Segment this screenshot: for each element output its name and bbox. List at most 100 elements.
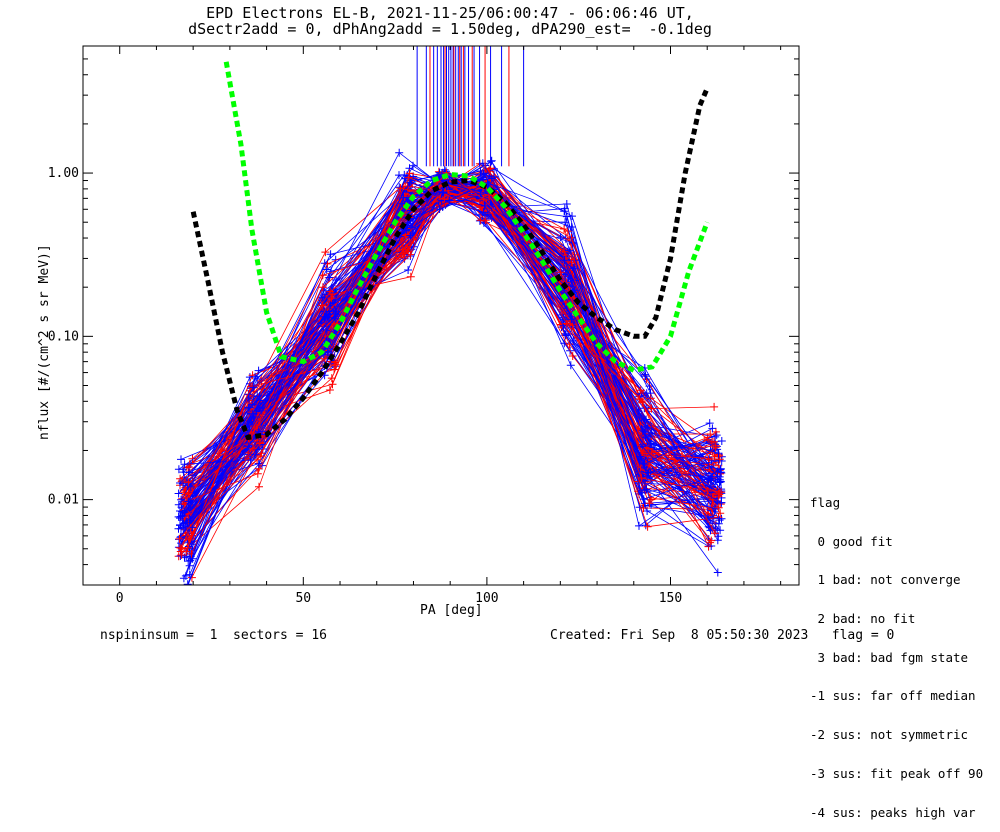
trace-point-marker [714, 503, 723, 512]
x-tick-label: 150 [659, 591, 682, 606]
trace-point-marker [641, 433, 650, 442]
green-fit-curve [223, 61, 710, 373]
trace-point-marker [556, 268, 565, 277]
trace-point-marker [177, 524, 185, 533]
trace-line [187, 160, 710, 562]
trace-point-marker [255, 439, 264, 448]
trace-point-marker [182, 518, 191, 527]
trace-point-marker [560, 207, 569, 216]
trace-point-marker [562, 319, 571, 328]
trace-point-marker [244, 403, 253, 412]
trace-point-marker [181, 571, 190, 580]
trace-line [186, 183, 720, 498]
trace-point-marker [318, 271, 327, 280]
trace-line [180, 170, 712, 547]
trace-point-marker [244, 442, 253, 451]
trace-point-marker [331, 307, 340, 315]
trace-point-marker [184, 478, 193, 487]
trace-point-marker [714, 490, 723, 498]
trace-point-marker [174, 512, 183, 521]
trace-point-marker [714, 456, 723, 465]
trace-point-marker [715, 516, 724, 525]
trace-point-marker [711, 529, 719, 538]
x-tick-label: 50 [295, 591, 311, 606]
trace-point-marker [707, 536, 716, 545]
trace-point-marker [711, 443, 720, 452]
y-tick-label: 0.10 [48, 329, 79, 344]
trace-point-marker [560, 247, 569, 256]
footer-right-info: Created: Fri Sep 8 05:50:30 2023 flag = … [550, 628, 895, 643]
trace-line [185, 188, 708, 536]
trace-point-marker [567, 315, 576, 324]
footer-left-info: nspininsum = 1 sectors = 16 [100, 628, 327, 643]
trace-point-marker [256, 452, 265, 460]
trace-point-marker [400, 170, 409, 179]
trace-line [187, 187, 711, 543]
trace-point-marker [708, 424, 717, 433]
trace-point-marker [712, 431, 721, 440]
trace-point-marker [405, 169, 414, 178]
legend-title: flag [810, 494, 841, 510]
trace-point-marker [641, 422, 650, 431]
trace-point-marker [705, 419, 714, 428]
trace-point-marker [483, 210, 492, 219]
legend-item: 1 bad: not converge [810, 572, 961, 588]
trace-point-marker [180, 460, 189, 469]
trace-point-marker [716, 464, 725, 473]
trace-line [180, 189, 722, 556]
pitch-angle-chart: 0 50 100 150 0.01 0.10 1.00 [48, 45, 800, 606]
trace-line [192, 169, 709, 536]
trace-point-marker [640, 486, 649, 495]
trace-point-marker [248, 409, 257, 418]
trace-point-marker [706, 538, 715, 547]
trace-point-marker [400, 252, 409, 261]
trace-point-marker [325, 313, 334, 322]
trace-point-marker [635, 521, 643, 530]
trace-point-marker [246, 456, 255, 465]
trace-point-marker [174, 489, 183, 498]
legend-item: -3 sus: fit peak off 90 [810, 765, 984, 781]
trace-point-marker [183, 543, 192, 552]
trace-point-marker [566, 246, 574, 255]
trace-point-marker [642, 485, 651, 494]
trace-point-marker [404, 266, 413, 274]
trace-point-marker [568, 352, 577, 360]
trace-point-marker [480, 201, 489, 210]
trace-point-marker [395, 148, 404, 157]
trace-point-marker [490, 172, 499, 181]
legend-item: -4 sus: peaks high var [810, 804, 976, 820]
trace-point-marker [182, 547, 191, 556]
trace-point-marker [711, 427, 720, 436]
trace-point-marker [255, 482, 263, 491]
trace-point-marker [560, 339, 569, 348]
trace-point-marker [322, 265, 331, 274]
trace-point-marker [637, 474, 646, 482]
trace-point-marker [635, 394, 644, 403]
trace-line [188, 193, 712, 506]
trace-point-marker [479, 195, 488, 204]
trace-point-marker [476, 167, 485, 175]
trace-point-marker [483, 178, 492, 187]
trace-point-marker [326, 250, 335, 259]
trace-point-marker [646, 441, 655, 450]
trace-point-marker [716, 477, 725, 486]
trace-point-marker [188, 546, 197, 555]
trace-point-marker [708, 438, 716, 446]
trace-point-marker [326, 287, 335, 296]
trace-point-marker [567, 258, 576, 267]
trace-point-marker [713, 472, 722, 481]
trace-point-marker [713, 568, 722, 577]
trace-point-marker [396, 184, 405, 193]
trace-point-marker [715, 455, 724, 464]
trace-point-marker [642, 415, 651, 424]
trace-point-marker [398, 199, 407, 208]
trace-point-marker [249, 383, 258, 392]
trace-line [187, 152, 712, 528]
plot-frame [82, 45, 800, 586]
trace-point-marker [405, 178, 414, 187]
trace-point-marker [705, 488, 714, 497]
trace-point-marker [323, 348, 332, 356]
trace-point-marker [399, 193, 408, 202]
trace-point-marker [716, 500, 725, 509]
fit-curves [190, 61, 710, 441]
